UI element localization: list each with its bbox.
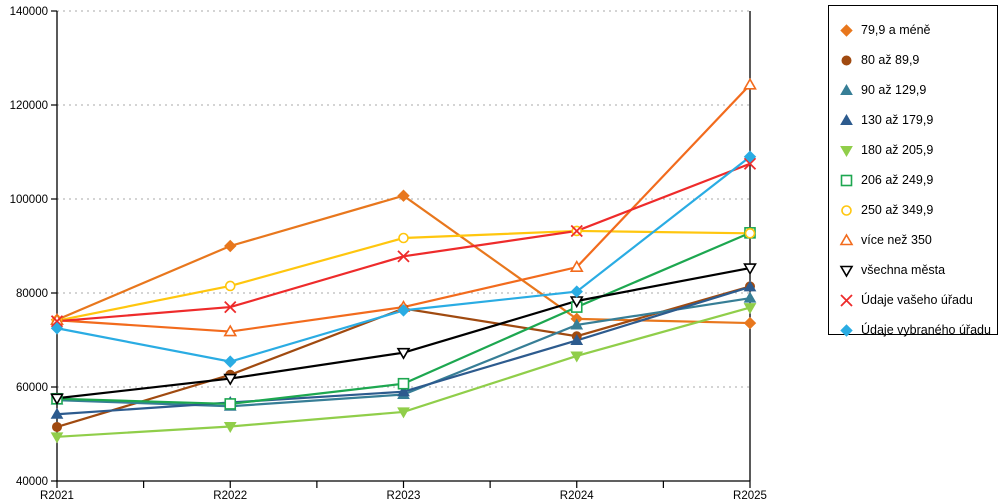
svg-text:R2025: R2025 [733,490,767,500]
legend-item: 79,9 a méně [839,15,997,45]
svg-text:60000: 60000 [16,382,48,394]
triangle-up-marker-icon [839,232,854,245]
x-axis-labels: R2021 R2022 R2023 R2024 R2025 [40,490,767,500]
legend-item: 130 až 179,9 [839,105,997,135]
legend-item-label: všechna města [861,263,946,277]
diamond-marker-icon [840,23,853,37]
legend-item-label: 90 až 129,9 [861,83,927,97]
svg-text:R2024: R2024 [560,490,594,500]
legend-item-label: Údaje vybraného úřadu [861,323,991,337]
legend-item-label: Údaje vašeho úřadu [861,293,973,307]
legend-item-label: 250 až 349,9 [861,203,934,217]
legend-item: 250 až 349,9 [839,195,997,225]
legend-item: 180 až 205,9 [839,135,997,165]
legend-item-label: 80 až 89,9 [861,53,920,67]
legend-item: Údaje vybraného úřadu [839,315,997,345]
circle-marker-icon [841,55,852,65]
square-marker-icon [840,174,853,186]
legend-item-label: 130 až 179,9 [861,113,934,127]
legend-item-label: 79,9 a méně [861,23,931,37]
svg-text:40000: 40000 [16,476,48,488]
series-markers [50,77,757,444]
legend-item: 206 až 249,9 [839,165,997,195]
legend-item: více než 350 [839,225,997,255]
circle-marker-icon [841,204,852,216]
x-marker-icon [840,293,853,307]
legend-item: Údaje vašeho úřadu [839,285,997,315]
legend-item-label: 206 až 249,9 [861,173,934,187]
legend-item: 90 až 129,9 [839,75,997,105]
diamond-marker-icon [840,323,853,337]
svg-text:R2021: R2021 [40,490,74,500]
triangle-up-marker-icon [840,83,853,95]
triangle-down-marker-icon [839,265,854,278]
triangle-down-marker-icon [840,145,853,157]
svg-text:R2022: R2022 [213,490,247,500]
triangle-up-marker-icon [840,113,853,125]
y-axis-labels: 40000 60000 80000 100000 120000 140000 [10,6,48,488]
gridlines [57,10,750,388]
legend-item-label: 180 až 205,9 [861,143,934,157]
svg-text:R2023: R2023 [387,490,421,500]
svg-text:140000: 140000 [10,6,48,18]
axes [51,10,751,488]
legend: 79,9 a méně 80 až 89,9 90 až 129,9 130 až 1… [828,5,998,337]
svg-text:100000: 100000 [10,194,48,206]
svg-text:80000: 80000 [16,288,48,300]
legend-item: všechna města [839,255,997,285]
legend-item: 80 až 89,9 [839,45,997,75]
svg-text:120000: 120000 [10,100,48,112]
legend-item-label: více než 350 [861,233,932,247]
